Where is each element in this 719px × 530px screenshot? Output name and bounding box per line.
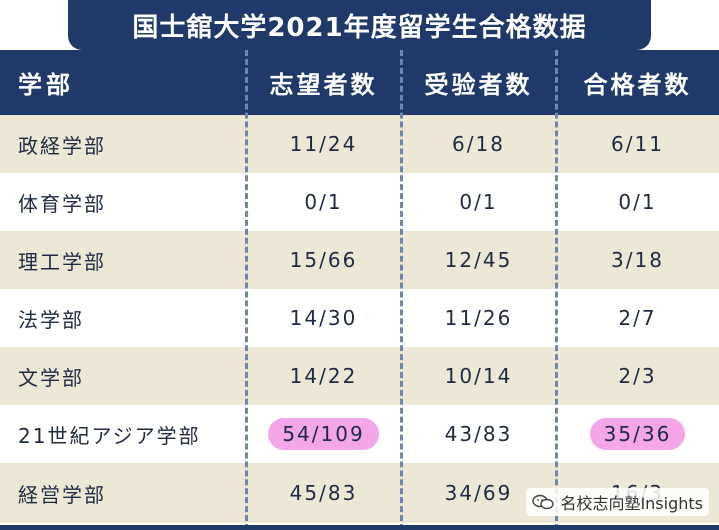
examinees-cell: 10/14 [444,364,513,388]
passed-cell: 2/3 [618,364,657,388]
page-title: 国士舘大学2021年度留学生合格数据 [68,0,651,50]
column-divider [400,50,403,530]
passed-cell: 35/36 [556,405,719,463]
table-row: 政経学部 11/24 6/18 6/11 [0,115,719,173]
dept-cell: 体育学部 [18,191,106,216]
applicants-cell: 45/83 [289,481,358,505]
applicants-cell: 0/1 [304,190,343,214]
header-dept: 学部 [18,71,74,99]
dept-cell: 政経学部 [18,133,106,158]
table-row: 理工学部 15/66 12/45 3/18 [0,231,719,289]
source-badge: 名校志向塾Insights [526,488,709,516]
examinees-cell: 6/18 [452,132,505,156]
table-row: 体育学部 0/1 0/1 0/1 [0,173,719,231]
examinees-cell: 43/83 [444,422,513,446]
passed-cell: 6/11 [611,132,664,156]
applicants-cell: 11/24 [289,132,358,156]
passed-cell: 2/7 [618,306,657,330]
badge-label: 名校志向塾Insights [560,494,703,513]
passed-cell: 3/18 [611,248,664,272]
table-row: 文学部 14/22 10/14 2/3 [0,347,719,405]
passed-cell: 0/1 [618,190,657,214]
highlight-pill: 35/36 [589,418,686,450]
table-row: 21世紀アジア学部 54/109 43/83 35/36 [0,405,719,463]
column-divider [555,50,558,530]
header-passed: 合格者数 [583,71,692,99]
dept-cell: 文学部 [18,365,84,390]
table-row: 法学部 14/30 11/26 2/7 [0,289,719,347]
applicants-cell: 14/30 [289,306,358,330]
header-examinees: 受验者数 [424,71,533,99]
dept-cell: 経営学部 [18,482,106,507]
dept-cell: 理工学部 [18,249,106,274]
table-header-row: 学部 志望者数 受验者数 合格者数 [0,50,719,115]
applicants-cell: 14/22 [289,364,358,388]
dept-cell: 21世紀アジア学部 [18,423,201,448]
applicants-cell: 15/66 [289,248,358,272]
bottom-bar [0,525,719,530]
examinees-cell: 11/26 [444,306,513,330]
header-applicants: 志望者数 [269,71,378,99]
examinees-cell: 12/45 [444,248,513,272]
applicants-cell: 54/109 [246,405,401,463]
dept-cell: 法学部 [18,307,84,332]
examinees-cell: 0/1 [459,190,498,214]
results-table: 学部 志望者数 受验者数 合格者数 政経学部 11/24 6/18 6/11 体… [0,50,719,523]
examinees-cell: 34/69 [444,481,513,505]
wechat-icon [532,494,555,510]
column-divider [245,50,248,530]
highlight-pill: 54/109 [268,418,379,450]
